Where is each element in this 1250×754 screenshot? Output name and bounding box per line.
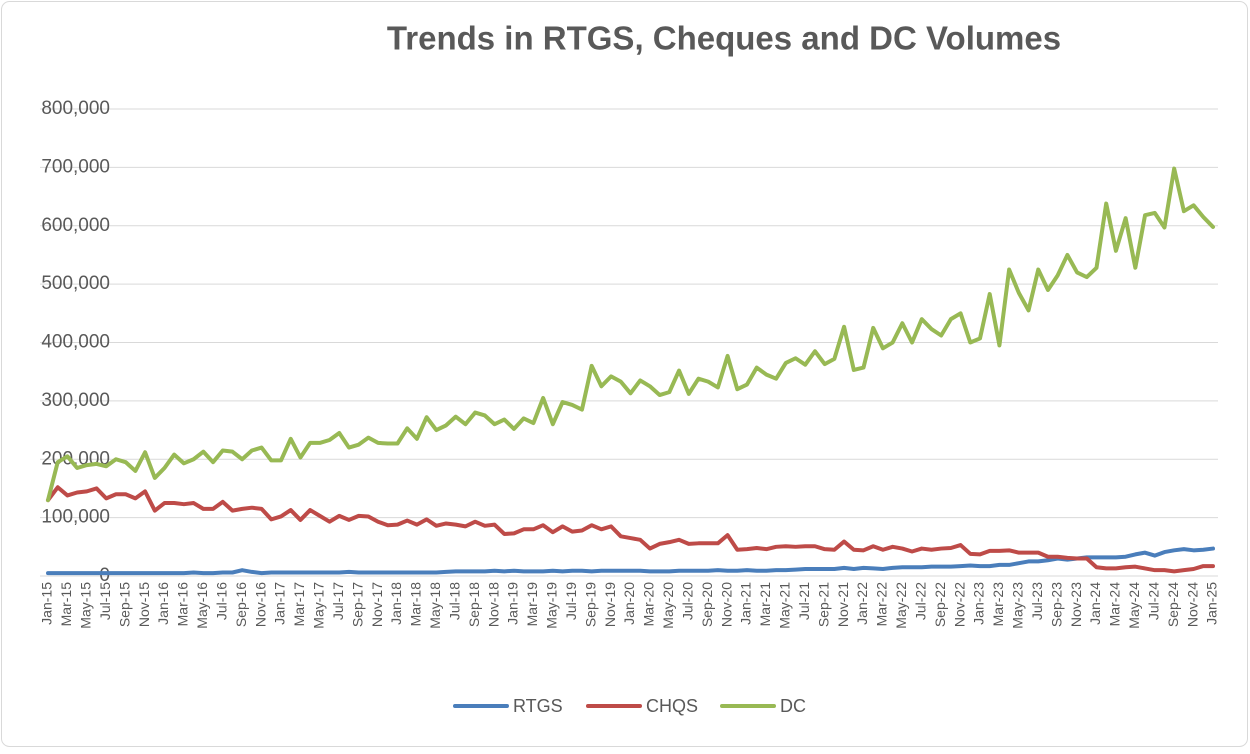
x-tick-label: Jul-23 bbox=[1029, 582, 1045, 620]
x-tick-label: Jul-19 bbox=[563, 582, 579, 620]
x-tick-label: May-20 bbox=[660, 582, 676, 629]
legend-label: DC bbox=[780, 696, 806, 716]
x-tick-label: Nov-16 bbox=[252, 582, 268, 627]
x-tick-label: Sep-15 bbox=[116, 582, 132, 627]
y-tick-label: 500,000 bbox=[41, 273, 110, 294]
series-line bbox=[46, 485, 1215, 574]
x-tick-label: Mar-23 bbox=[990, 582, 1006, 627]
x-tick-label: Mar-20 bbox=[641, 582, 657, 627]
y-tick-label: 400,000 bbox=[41, 332, 110, 353]
x-tick-label: Jan-19 bbox=[505, 582, 521, 625]
x-tick-label: Mar-17 bbox=[291, 582, 307, 627]
x-tick-label: Jan-21 bbox=[738, 582, 754, 625]
x-tick-label: Mar-24 bbox=[1107, 582, 1123, 627]
x-tick-label: May-17 bbox=[311, 582, 327, 629]
y-tick-label: 800,000 bbox=[41, 98, 110, 119]
x-tick-label: Jan-16 bbox=[155, 582, 171, 625]
x-tick-label: Sep-24 bbox=[1165, 582, 1181, 627]
x-tick-label: Sep-23 bbox=[1048, 582, 1064, 627]
x-tick-label: Nov-21 bbox=[835, 582, 851, 627]
x-tick-label: Jan-22 bbox=[854, 582, 870, 625]
x-tick-label: Jul-21 bbox=[796, 582, 812, 620]
y-tick-label: 300,000 bbox=[41, 390, 110, 411]
x-tick-label: Sep-17 bbox=[349, 582, 365, 627]
y-tick-label: 100,000 bbox=[41, 507, 110, 528]
x-tick-label: May-23 bbox=[1010, 582, 1026, 629]
legend-label: CHQS bbox=[646, 696, 698, 716]
x-tick-label: Sep-20 bbox=[699, 582, 715, 627]
x-tick-label: Jan-25 bbox=[1204, 582, 1220, 625]
x-tick-label: Mar-22 bbox=[874, 582, 890, 627]
x-tick-label: Jan-24 bbox=[1087, 582, 1103, 625]
x-tick-label: Jul-24 bbox=[1145, 582, 1161, 620]
series-line bbox=[46, 546, 1215, 576]
x-tick-label: Jul-16 bbox=[213, 582, 229, 620]
chart-title: Trends in RTGS, Cheques and DC Volumes bbox=[387, 20, 1061, 57]
x-tick-label: Mar-19 bbox=[524, 582, 540, 627]
x-tick-label: Jul-18 bbox=[446, 582, 462, 620]
x-tick-label: May-15 bbox=[78, 582, 94, 629]
x-tick-label: Jan-17 bbox=[272, 582, 288, 625]
x-tick-label: Sep-21 bbox=[815, 582, 831, 627]
x-tick-label: Sep-18 bbox=[466, 582, 482, 627]
x-tick-label: Jul-20 bbox=[679, 582, 695, 620]
x-tick-label: Nov-19 bbox=[602, 582, 618, 627]
x-tick-label: Jan-23 bbox=[971, 582, 987, 625]
x-tick-label: Jan-15 bbox=[39, 582, 55, 625]
x-tick-label: Nov-22 bbox=[951, 582, 967, 627]
x-tick-label: Sep-16 bbox=[233, 582, 249, 627]
x-tick-label: May-16 bbox=[194, 582, 210, 629]
x-tick-label: Jul-22 bbox=[912, 582, 928, 620]
x-tick-label: Mar-21 bbox=[757, 582, 773, 627]
x-tick-label: Nov-15 bbox=[136, 582, 152, 627]
x-tick-label: Mar-18 bbox=[408, 582, 424, 627]
x-tick-label: Nov-24 bbox=[1184, 582, 1200, 627]
x-tick-label: Mar-15 bbox=[58, 582, 74, 627]
x-tick-label: May-21 bbox=[777, 582, 793, 629]
x-tick-label: Jul-15 bbox=[97, 582, 113, 620]
x-tick-label: Mar-16 bbox=[175, 582, 191, 627]
series-line bbox=[46, 166, 1215, 503]
legend-label: RTGS bbox=[513, 696, 563, 716]
x-tick-label: Jan-18 bbox=[388, 582, 404, 625]
y-tick-label: 600,000 bbox=[41, 215, 110, 236]
x-tick-label: Nov-20 bbox=[718, 582, 734, 627]
y-tick-label: 0 bbox=[99, 565, 110, 586]
x-tick-label: Sep-19 bbox=[582, 582, 598, 627]
y-tick-label: 700,000 bbox=[41, 156, 110, 177]
x-tick-label: Nov-18 bbox=[485, 582, 501, 627]
x-tick-label: Nov-17 bbox=[369, 582, 385, 627]
x-tick-label: Jul-17 bbox=[330, 582, 346, 620]
x-tick-label: May-18 bbox=[427, 582, 443, 629]
x-tick-label: Jan-20 bbox=[621, 582, 637, 625]
x-tick-label: Sep-22 bbox=[932, 582, 948, 627]
x-tick-label: May-19 bbox=[544, 582, 560, 629]
x-tick-label: May-22 bbox=[893, 582, 909, 629]
x-tick-label: May-24 bbox=[1126, 582, 1142, 629]
x-tick-label: Nov-23 bbox=[1068, 582, 1084, 627]
